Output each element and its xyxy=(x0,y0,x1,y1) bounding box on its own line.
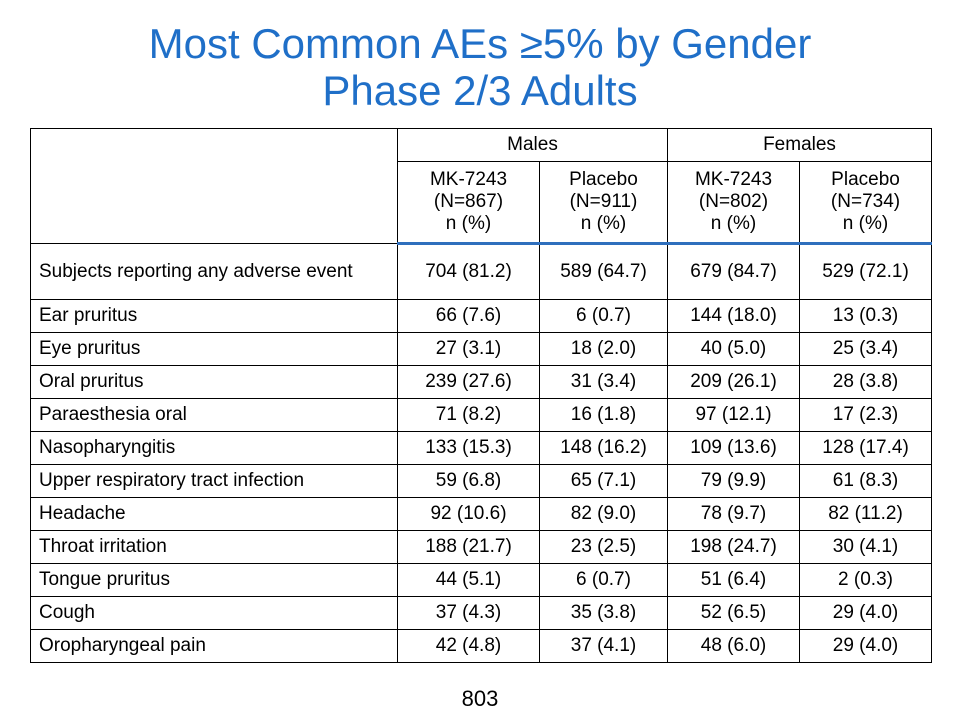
table-row: Nasopharyngitis 133 (15.3) 148 (16.2) 109 (… xyxy=(30,431,933,465)
column-header-unit: n (%) xyxy=(842,213,889,234)
group-header-males: Males xyxy=(397,128,668,162)
value-cell: 79 (9.9) xyxy=(667,464,800,498)
table-row: Upper respiratory tract infection 59 (6.8… xyxy=(30,464,933,498)
table-row: Oropharyngeal pain 42 (4.8) 37 (4.1) 48 (6.… xyxy=(30,629,933,663)
value-cell: 37 (4.3) xyxy=(397,596,540,630)
group-header-row: Males Females xyxy=(30,128,933,244)
value-cell: 109 (13.6) xyxy=(667,431,800,465)
row-label: Subjects reporting any adverse event xyxy=(30,243,398,300)
row-label: Paraesthesia oral xyxy=(30,398,398,432)
row-label: Tongue pruritus xyxy=(30,563,398,597)
value-cell: 59 (6.8) xyxy=(397,464,540,498)
value-cell: 17 (2.3) xyxy=(798,398,933,432)
value-cell: 2 (0.3) xyxy=(798,563,933,597)
value-cell: 65 (7.1) xyxy=(539,464,668,498)
value-cell: 679 (84.7) xyxy=(667,243,800,300)
column-header-unit: n (%) xyxy=(445,213,492,234)
value-cell: 27 (3.1) xyxy=(397,332,540,366)
value-cell: 71 (8.2) xyxy=(397,398,540,432)
value-cell: 239 (27.6) xyxy=(397,365,540,399)
slide-title-line-1: Most Common AEs ≥5% by Gender xyxy=(148,20,812,67)
value-cell: 82 (9.0) xyxy=(539,497,668,531)
value-cell: 209 (26.1) xyxy=(667,365,800,399)
value-cell: 6 (0.7) xyxy=(539,563,668,597)
value-cell: 78 (9.7) xyxy=(667,497,800,531)
column-header-unit: n (%) xyxy=(710,213,757,234)
column-header-n: (N=802) xyxy=(698,191,769,212)
value-cell: 28 (3.8) xyxy=(798,365,933,399)
value-cell: 29 (4.0) xyxy=(798,596,933,630)
value-cell: 52 (6.5) xyxy=(667,596,800,630)
value-cell: 48 (6.0) xyxy=(667,629,800,663)
column-header: MK-7243 (N=867) n (%) xyxy=(397,161,540,245)
value-cell: 92 (10.6) xyxy=(397,497,540,531)
value-cell: 144 (18.0) xyxy=(667,299,800,333)
value-cell: 25 (3.4) xyxy=(798,332,933,366)
value-cell: 13 (0.3) xyxy=(798,299,933,333)
value-cell: 51 (6.4) xyxy=(667,563,800,597)
row-label: Oropharyngeal pain xyxy=(30,629,398,663)
table-row: Subjects reporting any adverse event 704 … xyxy=(30,243,933,300)
row-label: Ear pruritus xyxy=(30,299,398,333)
value-cell: 30 (4.1) xyxy=(798,530,933,564)
value-cell: 61 (8.3) xyxy=(798,464,933,498)
column-header: Placebo (N=911) n (%) xyxy=(539,161,668,245)
column-header-drug: MK-7243 xyxy=(429,169,508,190)
row-label: Nasopharyngitis xyxy=(30,431,398,465)
column-header-n: (N=867) xyxy=(433,191,504,212)
row-label: Upper respiratory tract infection xyxy=(30,464,398,498)
column-header-drug: MK-7243 xyxy=(694,169,773,190)
value-cell: 128 (17.4) xyxy=(798,431,933,465)
value-cell: 133 (15.3) xyxy=(397,431,540,465)
table-row: Eye pruritus 27 (3.1) 18 (2.0) 40 (5.0) 25 (… xyxy=(30,332,933,366)
column-header: Placebo (N=734) n (%) xyxy=(798,161,933,245)
value-cell: 704 (81.2) xyxy=(397,243,540,300)
header-corner-cell xyxy=(30,128,398,244)
column-header-unit: n (%) xyxy=(580,213,627,234)
row-label: Headache xyxy=(30,497,398,531)
value-cell: 35 (3.8) xyxy=(539,596,668,630)
value-cell: 37 (4.1) xyxy=(539,629,668,663)
value-cell: 42 (4.8) xyxy=(397,629,540,663)
value-cell: 31 (3.4) xyxy=(539,365,668,399)
group-header-females: Females xyxy=(666,128,933,162)
column-header-n: (N=911) xyxy=(569,191,638,212)
value-cell: 40 (5.0) xyxy=(667,332,800,366)
slide-title: Most Common AEs ≥5% by Gender Phase 2/3 … xyxy=(0,20,960,114)
page-number: 803 xyxy=(461,686,499,711)
table-row: Ear pruritus 66 (7.6) 6 (0.7) 144 (18.0) 13 … xyxy=(30,299,933,333)
row-label: Eye pruritus xyxy=(30,332,398,366)
row-label: Cough xyxy=(30,596,398,630)
value-cell: 198 (24.7) xyxy=(667,530,800,564)
slide-title-line-2: Phase 2/3 Adults xyxy=(322,67,638,114)
table-row: Cough 37 (4.3) 35 (3.8) 52 (6.5) 29 (4.0) xyxy=(30,596,933,630)
value-cell: 529 (72.1) xyxy=(798,243,933,300)
column-header: MK-7243 (N=802) n (%) xyxy=(667,161,800,245)
value-cell: 188 (21.7) xyxy=(397,530,540,564)
value-cell: 44 (5.1) xyxy=(397,563,540,597)
table-row: Tongue pruritus 44 (5.1) 6 (0.7) 51 (6.4) 2 … xyxy=(30,563,933,597)
value-cell: 589 (64.7) xyxy=(539,243,668,300)
value-cell: 66 (7.6) xyxy=(397,299,540,333)
table-row: Throat irritation 188 (21.7) 23 (2.5) 198 (… xyxy=(30,530,933,564)
table-row: Oral pruritus 239 (27.6) 31 (3.4) 209 (26.1… xyxy=(30,365,933,399)
column-header-drug: Placebo xyxy=(569,169,638,190)
row-label: Oral pruritus xyxy=(30,365,398,399)
value-cell: 18 (2.0) xyxy=(539,332,668,366)
row-label: Throat irritation xyxy=(30,530,398,564)
column-header-row: MK-7243 (N=867) n (%) Placebo (N=911) n … xyxy=(31,161,933,245)
value-cell: 23 (2.5) xyxy=(539,530,668,564)
value-cell: 29 (4.0) xyxy=(798,629,933,663)
column-header-drug: Placebo xyxy=(831,169,900,190)
table-row: Headache 92 (10.6) 82 (9.0) 78 (9.7) 82 (11.… xyxy=(30,497,933,531)
adverse-events-table: Males Females MK-7243 (N=867) n (%) Plac… xyxy=(30,128,933,663)
value-cell: 82 (11.2) xyxy=(798,497,933,531)
value-cell: 6 (0.7) xyxy=(539,299,668,333)
value-cell: 148 (16.2) xyxy=(539,431,668,465)
column-header-n: (N=734) xyxy=(830,191,901,212)
value-cell: 16 (1.8) xyxy=(539,398,668,432)
table-row: Paraesthesia oral 71 (8.2) 16 (1.8) 97 (12.… xyxy=(30,398,933,432)
value-cell: 97 (12.1) xyxy=(667,398,800,432)
